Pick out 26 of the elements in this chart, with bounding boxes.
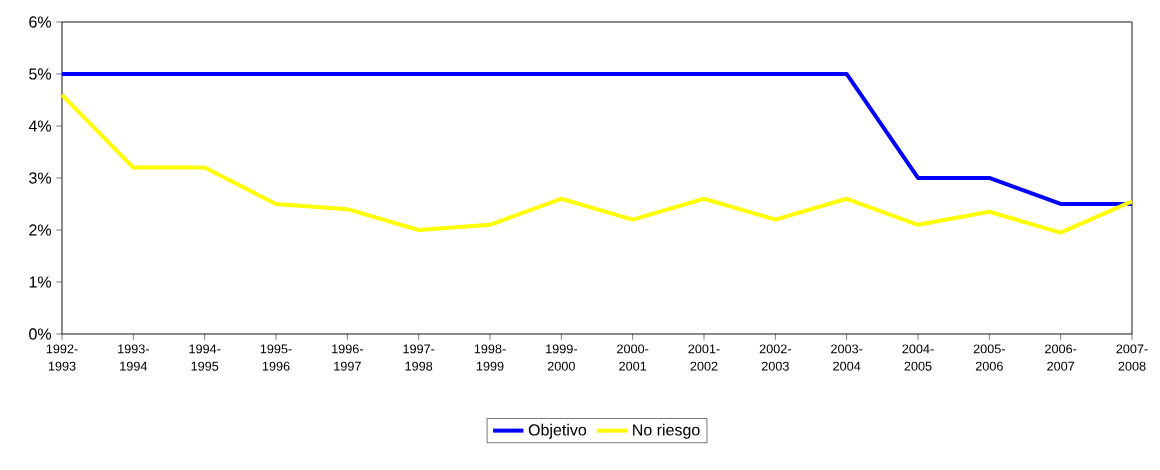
x-tick-label: 1997-1998: [403, 344, 435, 371]
x-tick-label: 2005-2006: [973, 344, 1005, 371]
x-tick-label: 1993-1994: [118, 344, 149, 371]
y-tick-label: 5%: [29, 68, 52, 80]
y-tick-label: 1%: [29, 276, 52, 288]
x-tick-label: 2001-2002: [688, 344, 720, 371]
line-series: [60, 92, 1134, 235]
legend-label: No riesgo: [633, 423, 700, 439]
x-tick-label: 2007-2008: [1116, 344, 1148, 371]
legend-label: Objetivo: [528, 423, 587, 439]
x-tick-label: 1994-1995: [189, 344, 221, 371]
x-tick-label: 2002-2003: [759, 344, 791, 371]
x-tick-label: 1996-1997: [332, 344, 363, 371]
y-tick-label: 6%: [29, 16, 52, 28]
x-tick-label: 2004-2005: [902, 344, 934, 371]
y-tick-label: 4%: [28, 120, 52, 132]
x-tick-label: 2000-2001: [617, 344, 649, 371]
x-tick-label: 2003-2004: [831, 344, 863, 371]
y-tick-label: 3%: [29, 172, 52, 184]
x-tick-label: 1998-1999: [474, 344, 506, 371]
y-tick-label: 0%: [29, 328, 52, 340]
x-tick-label: 2006-2007: [1045, 344, 1077, 371]
y-tick-label: 2%: [29, 224, 52, 236]
x-tick-label: 1999-2000: [546, 344, 577, 371]
x-tick-label: 1995-1996: [260, 344, 292, 371]
x-tick-label: 1992-1993: [46, 344, 78, 371]
